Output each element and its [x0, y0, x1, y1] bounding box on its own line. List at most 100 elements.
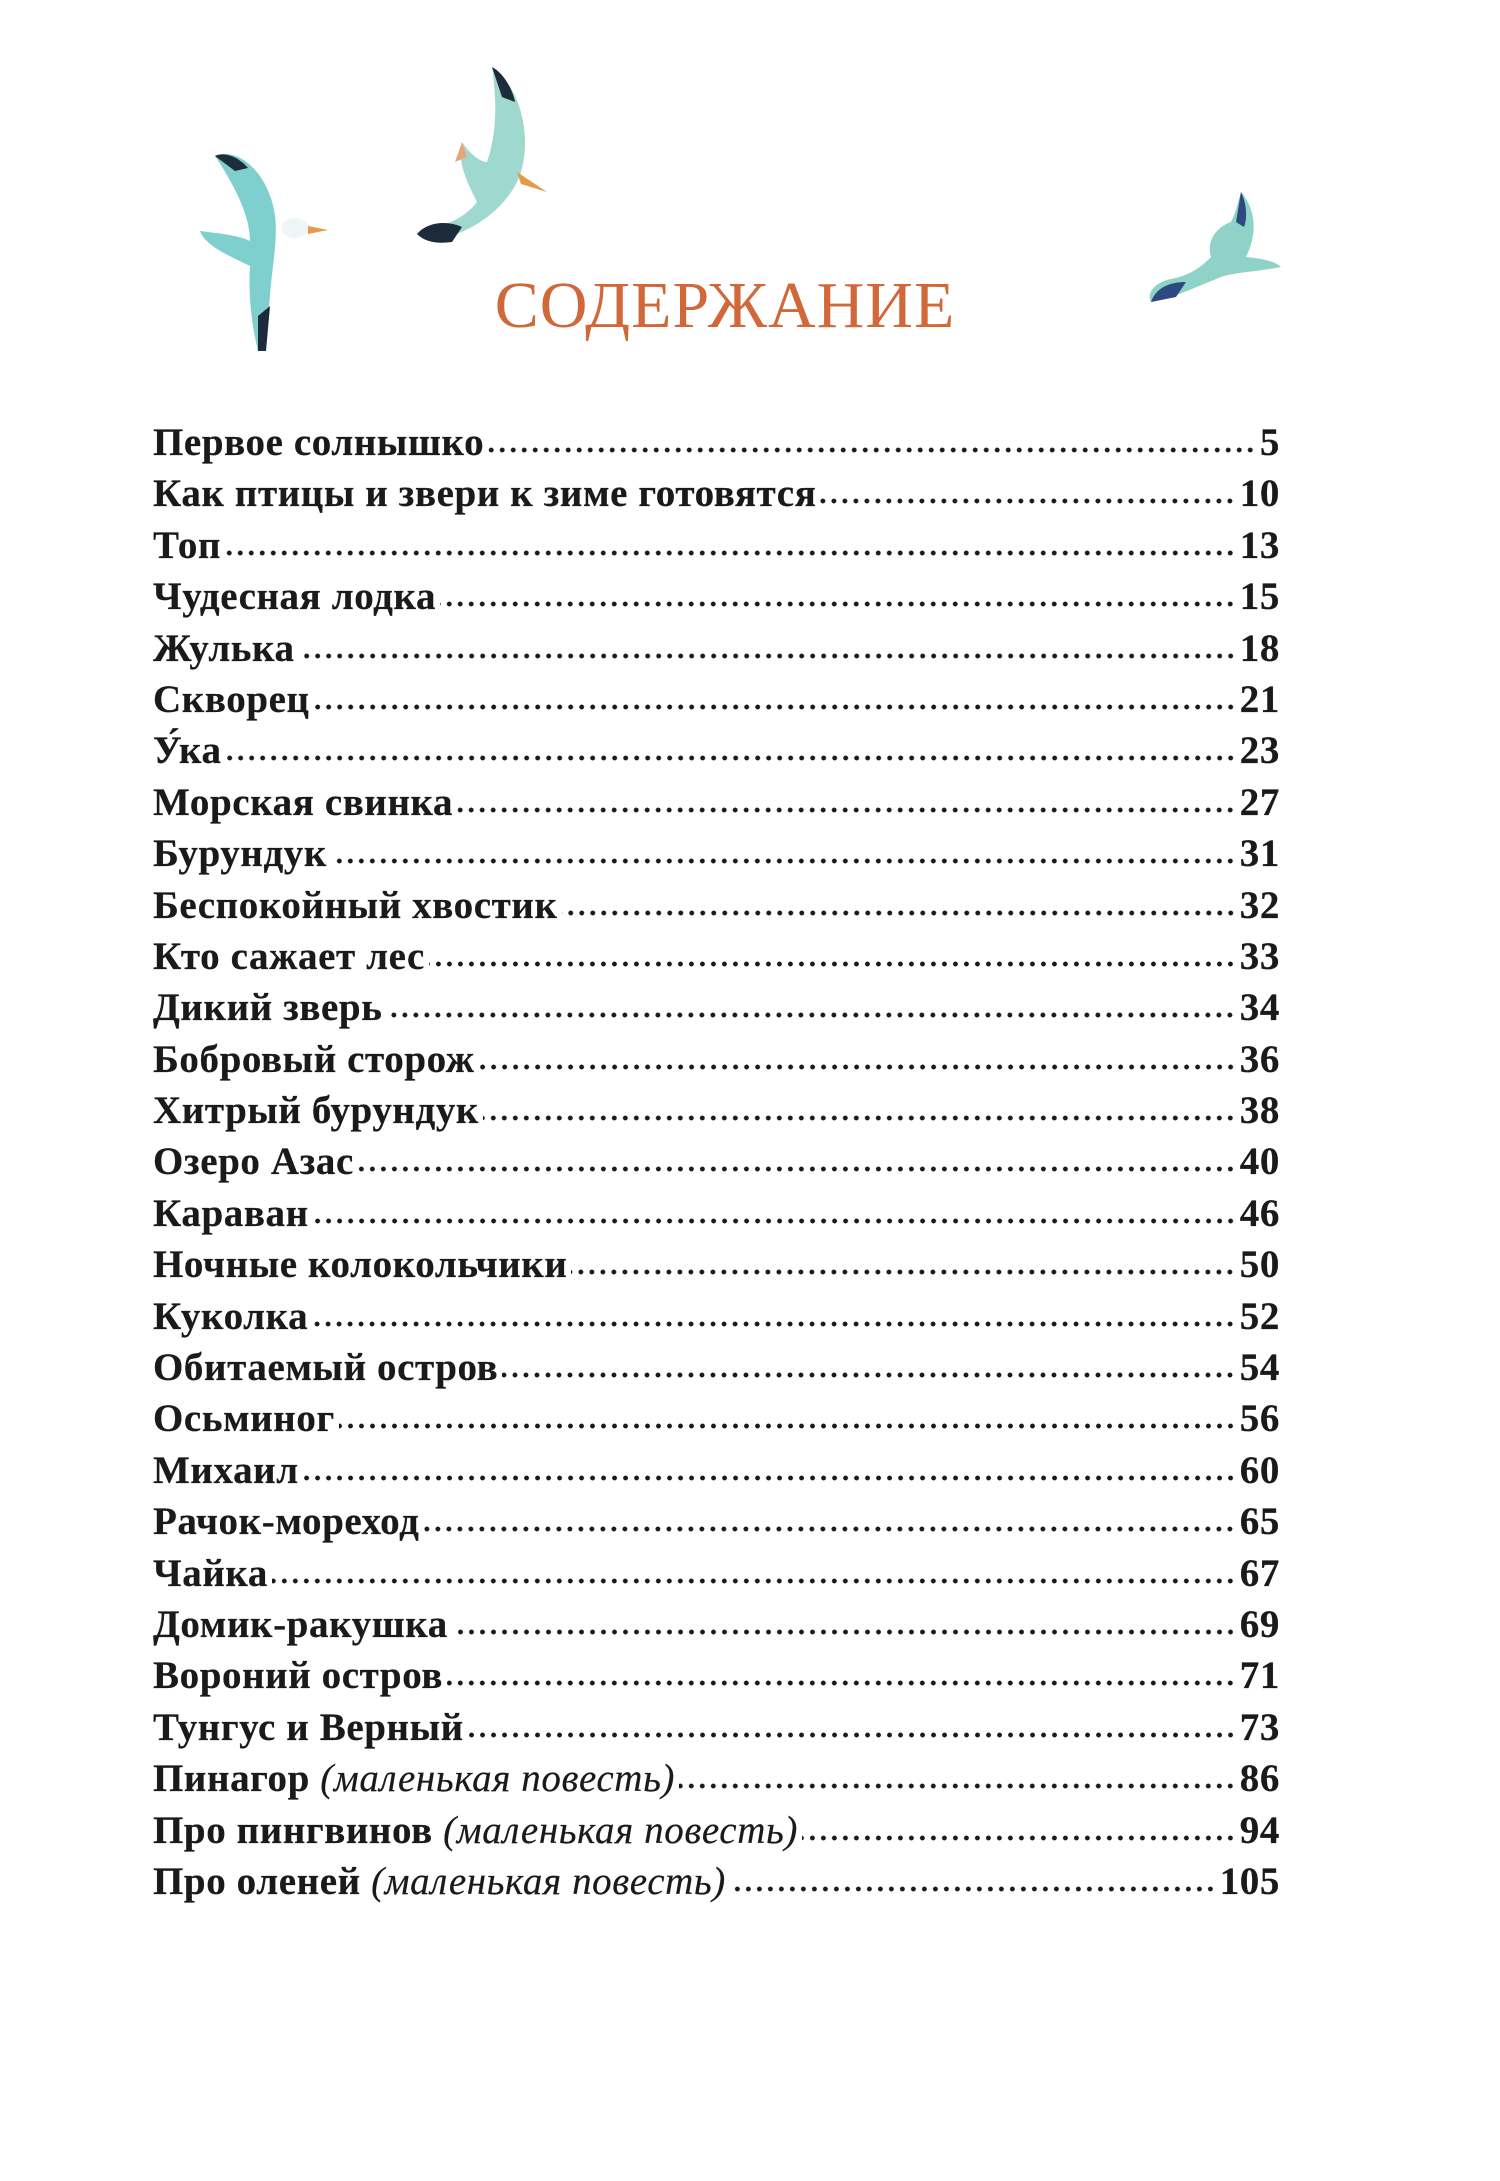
toc-entry-title: Чайка: [153, 1551, 268, 1596]
page-number: 5: [1259, 421, 1280, 464]
toc-entry[interactable]: Караван 46: [153, 1191, 1280, 1242]
entry-title-text: Кто сажает лес: [153, 934, 425, 978]
dot-leader: [313, 703, 1236, 710]
entry-title-text: Домик-ракушка: [153, 1602, 448, 1646]
page-number: 65: [1239, 1500, 1280, 1544]
dot-leader: [561, 909, 1236, 916]
toc-entry[interactable]: Бобровый сторож 36: [153, 1037, 1280, 1088]
toc-entry[interactable]: Ночные колокольчики 50: [153, 1242, 1280, 1293]
page-number: 50: [1239, 1243, 1280, 1287]
page-number: 10: [1239, 472, 1280, 516]
toc-entry-title: Дикий зверь: [153, 985, 382, 1030]
page-number: 94: [1239, 1808, 1280, 1852]
page-number: 27: [1239, 780, 1280, 824]
toc-entry[interactable]: У́ка 23: [153, 728, 1280, 779]
toc-entry[interactable]: Топ 13: [153, 523, 1280, 574]
dot-leader: [679, 1783, 1236, 1790]
toc-entry[interactable]: Бурундук 31: [153, 831, 1280, 882]
toc-entry[interactable]: Озеро Азас 40: [153, 1139, 1280, 1190]
toc-entry[interactable]: Чудесная лодка 15: [153, 574, 1280, 625]
dot-leader: [312, 1320, 1236, 1327]
toc-entry-title: Обитаемый остров: [153, 1345, 498, 1390]
seagull-right-illustration: [1149, 192, 1281, 302]
toc-entry[interactable]: Вороний остров 71: [153, 1653, 1280, 1704]
toc-entry[interactable]: Чайка 67: [153, 1551, 1280, 1602]
page-number: 13: [1239, 523, 1280, 567]
toc-entry-title: Морская свинка: [153, 780, 453, 825]
entry-title-text: Бобровый сторож: [153, 1037, 475, 1081]
toc-entry-title: Хитрый бурундук: [153, 1088, 479, 1133]
page-number: 21: [1239, 677, 1280, 721]
entry-title-text: Беспокойный хвостик: [153, 883, 558, 927]
page-title: СОДЕРЖАНИЕ: [494, 269, 956, 342]
page-number: 56: [1239, 1397, 1280, 1441]
entry-note: (маленькая повесть): [443, 1808, 798, 1852]
toc-entry[interactable]: Хитрый бурундук 38: [153, 1088, 1280, 1139]
dot-leader: [451, 1628, 1236, 1635]
dot-leader: [423, 1526, 1236, 1533]
toc-entry[interactable]: Тунгус и Верный 73: [153, 1705, 1280, 1756]
toc-entry-title: Озеро Азас: [153, 1139, 354, 1184]
toc-entry-title: Скворец: [153, 677, 310, 722]
dot-leader: [502, 1372, 1236, 1379]
page-number: 23: [1239, 729, 1280, 773]
entry-title-text: Бурундук: [153, 832, 327, 876]
dot-leader: [428, 960, 1236, 967]
toc-entry[interactable]: Осьминог 56: [153, 1396, 1280, 1447]
toc-entry[interactable]: Пинагор (маленькая повесть) 86: [153, 1756, 1280, 1807]
dot-leader: [302, 1474, 1236, 1481]
entry-title-text: Как птицы и звери к зиме готовятся: [153, 472, 817, 516]
table-of-contents: Первое солнышко 5 Как птицы и звери к зиме…: [153, 420, 1280, 1910]
dot-leader: [729, 1885, 1216, 1892]
toc-entry-title: Про оленей (маленькая повесть): [153, 1859, 726, 1904]
entry-title-text: Чудесная лодка: [153, 575, 437, 619]
toc-entry-title: У́ка: [153, 728, 222, 773]
toc-entry[interactable]: Скворец 21: [153, 677, 1280, 728]
dot-leader: [447, 1680, 1236, 1687]
toc-entry[interactable]: Морская свинка 27: [153, 780, 1280, 831]
entry-title-text: Куколка: [153, 1294, 309, 1338]
dot-leader: [338, 1423, 1236, 1430]
toc-entry[interactable]: Михаил 60: [153, 1448, 1280, 1499]
dot-leader: [225, 755, 1236, 762]
toc-entry-title: Как птицы и звери к зиме готовятся: [153, 471, 816, 516]
toc-entry[interactable]: Первое солнышко 5: [153, 420, 1280, 471]
page-number: 86: [1239, 1757, 1280, 1801]
toc-entry-title: Куколка: [153, 1294, 308, 1339]
dot-leader: [467, 1731, 1236, 1738]
toc-entry[interactable]: Про пингвинов (маленькая повесть) 94: [153, 1808, 1280, 1859]
toc-entry-title: Про пингвинов (маленькая повесть): [153, 1808, 798, 1853]
toc-entry[interactable]: Обитаемый остров 54: [153, 1345, 1280, 1396]
entry-title-text: Про пингвинов: [153, 1808, 433, 1852]
entry-title-text: Про оленей: [153, 1859, 361, 1903]
page-number: 52: [1239, 1294, 1280, 1338]
page-number: 71: [1239, 1654, 1280, 1698]
dot-leader: [298, 652, 1236, 659]
dot-leader: [330, 858, 1236, 865]
dot-leader: [801, 1834, 1236, 1841]
toc-entry-title: Домик-ракушка: [153, 1602, 448, 1647]
toc-entry-title: Чудесная лодка: [153, 574, 436, 619]
entry-title-text: Озеро Азас: [153, 1140, 354, 1184]
toc-entry[interactable]: Куколка 52: [153, 1294, 1280, 1345]
toc-entry[interactable]: Дикий зверь 34: [153, 985, 1280, 1036]
toc-entry-title: Бурундук: [153, 831, 327, 876]
toc-entry[interactable]: Жулька 18: [153, 626, 1280, 677]
entry-title-text: Чайка: [153, 1551, 268, 1595]
toc-entry-title: Вороний остров: [153, 1653, 443, 1698]
toc-entry[interactable]: Как птицы и звери к зиме готовятся 10: [153, 471, 1280, 522]
toc-entry[interactable]: Про оленей (маленькая повесть) 105: [153, 1859, 1280, 1910]
page-number: 18: [1239, 626, 1280, 670]
entry-title-text: Осьминог: [153, 1397, 335, 1441]
toc-entry[interactable]: Кто сажает лес 33: [153, 934, 1280, 985]
toc-entry[interactable]: Рачок-мореход 65: [153, 1499, 1280, 1550]
entry-title-text: Скворец: [153, 677, 310, 721]
page-number: 60: [1239, 1448, 1280, 1492]
dot-leader: [312, 1217, 1236, 1224]
dot-leader: [571, 1269, 1236, 1276]
entry-title-text: Вороний остров: [153, 1654, 443, 1698]
toc-entry[interactable]: Домик-ракушка 69: [153, 1602, 1280, 1653]
toc-entry[interactable]: Беспокойный хвостик 32: [153, 883, 1280, 934]
page-number: 40: [1239, 1140, 1280, 1184]
entry-title-text: Морская свинка: [153, 780, 454, 824]
